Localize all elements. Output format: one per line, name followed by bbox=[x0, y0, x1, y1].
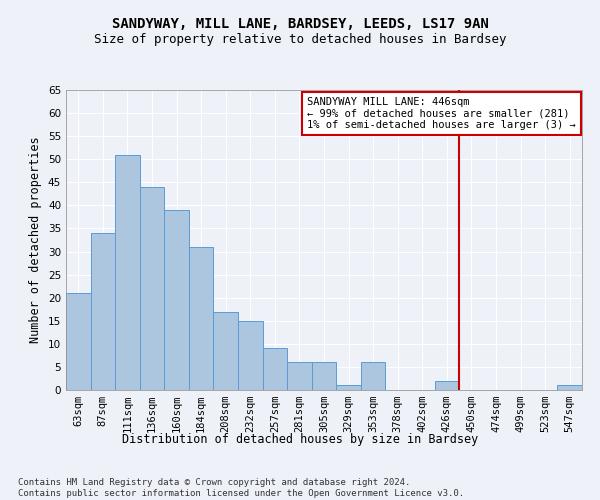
Text: SANDYWAY MILL LANE: 446sqm
← 99% of detached houses are smaller (281)
1% of semi: SANDYWAY MILL LANE: 446sqm ← 99% of deta… bbox=[307, 97, 575, 130]
Bar bbox=[66, 293, 91, 390]
Bar bbox=[361, 362, 385, 390]
Text: SANDYWAY, MILL LANE, BARDSEY, LEEDS, LS17 9AN: SANDYWAY, MILL LANE, BARDSEY, LEEDS, LS1… bbox=[112, 18, 488, 32]
Bar bbox=[140, 187, 164, 390]
Bar bbox=[557, 386, 582, 390]
Text: Size of property relative to detached houses in Bardsey: Size of property relative to detached ho… bbox=[94, 32, 506, 46]
Bar bbox=[238, 321, 263, 390]
Bar bbox=[189, 247, 214, 390]
Bar bbox=[263, 348, 287, 390]
Bar bbox=[287, 362, 312, 390]
Bar bbox=[312, 362, 336, 390]
Text: Contains HM Land Registry data © Crown copyright and database right 2024.
Contai: Contains HM Land Registry data © Crown c… bbox=[18, 478, 464, 498]
Bar bbox=[115, 154, 140, 390]
Bar bbox=[336, 386, 361, 390]
Y-axis label: Number of detached properties: Number of detached properties bbox=[29, 136, 43, 344]
Bar bbox=[434, 381, 459, 390]
Text: Distribution of detached houses by size in Bardsey: Distribution of detached houses by size … bbox=[122, 432, 478, 446]
Bar bbox=[214, 312, 238, 390]
Bar bbox=[91, 233, 115, 390]
Bar bbox=[164, 210, 189, 390]
